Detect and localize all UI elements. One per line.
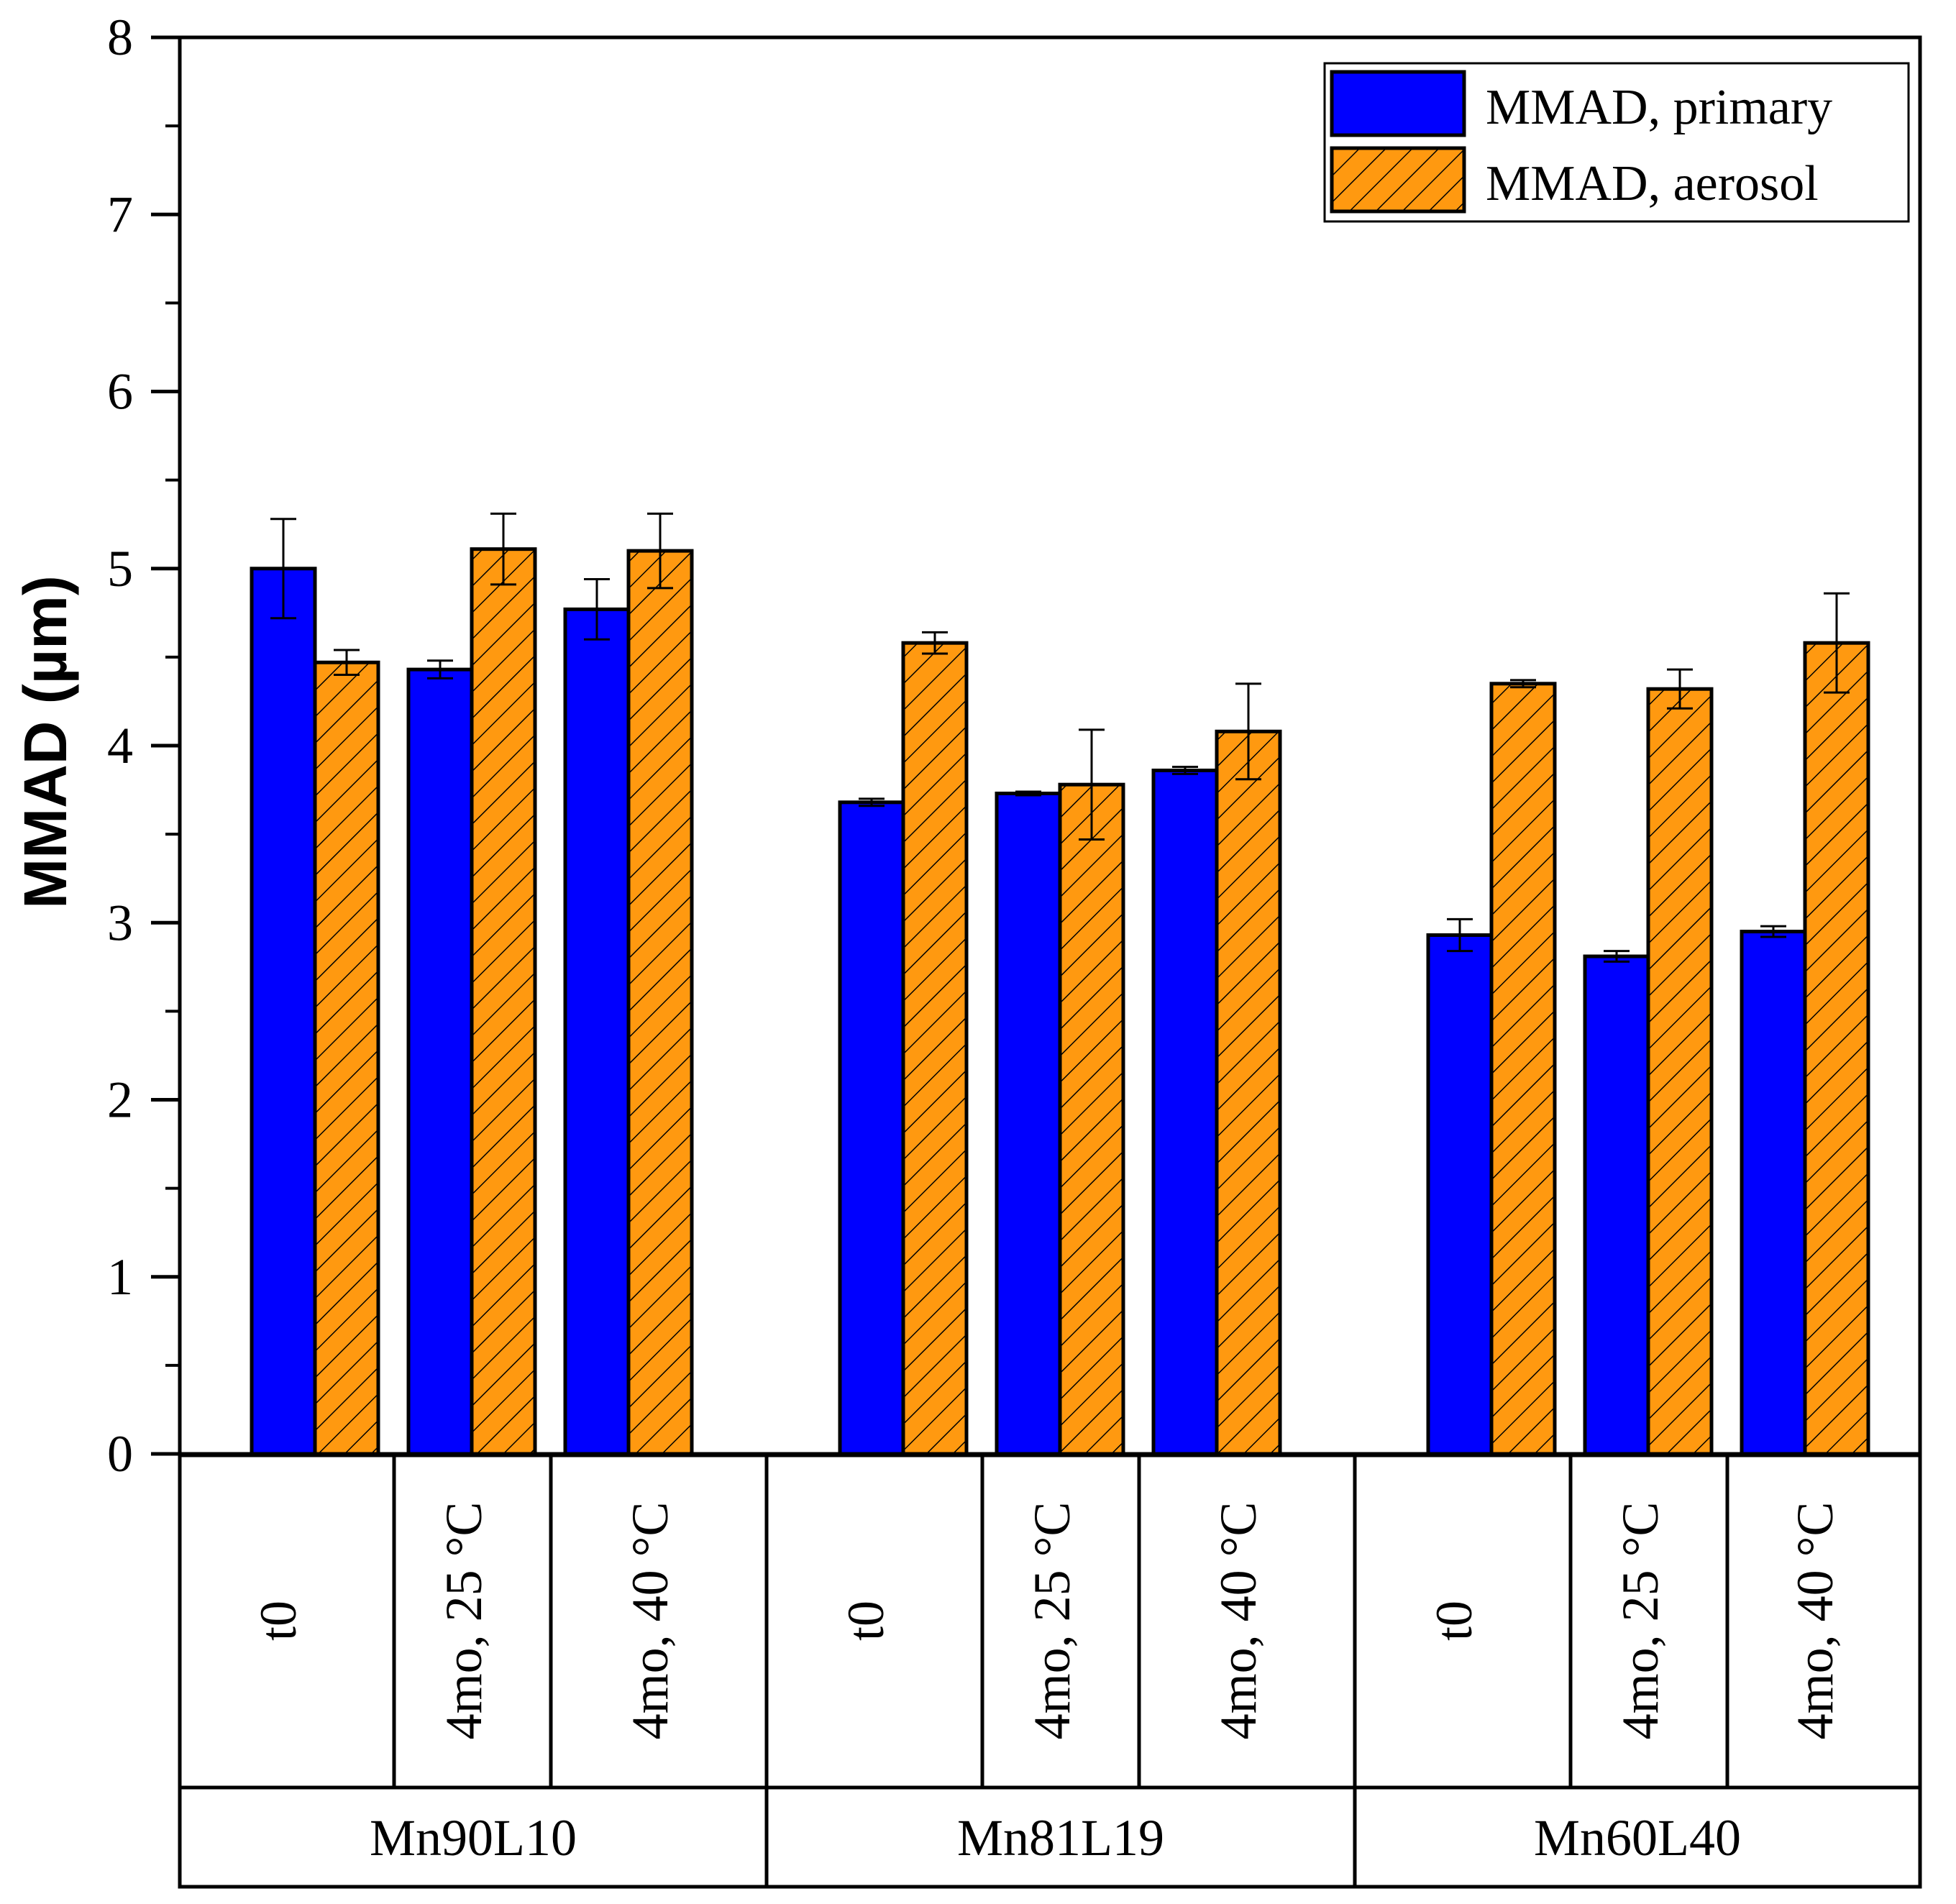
bar-aerosol-Mn81L19-0 — [901, 641, 969, 1456]
y-tick-label-3: 3 — [107, 894, 133, 951]
legend: MMAD, primary MMAD, aerosol — [1323, 62, 1910, 223]
bar-primary-Mn90L10-1 — [406, 667, 474, 1456]
group-label-Mn60L40: Mn60L40 — [1534, 1809, 1741, 1867]
group-label-Mn90L10: Mn90L10 — [370, 1809, 577, 1867]
bar-aerosol-Mn60L40-2 — [1803, 641, 1870, 1456]
y-tick-label-2: 2 — [107, 1071, 133, 1129]
bar-aerosol-Mn90L10-2 — [626, 549, 694, 1456]
bar-primary-Mn90L10-2 — [563, 607, 631, 1456]
y-tick-label-6: 6 — [107, 363, 133, 421]
bar-aerosol-Mn90L10-1 — [470, 547, 537, 1456]
condition-label-Mn60L40-2: 4mo, 40 °C — [1786, 1502, 1844, 1740]
bar-aerosol-Mn60L40-1 — [1646, 687, 1714, 1456]
category-table: t0 4mo, 25 °C 4mo, 40 °C Mn90L10 t0 4mo, 25 °… — [178, 1452, 1922, 1889]
bar-primary-Mn90L10-0 — [250, 567, 317, 1456]
legend-label-primary: MMAD, primary — [1486, 80, 1832, 135]
bar-aerosol-Mn90L10-0 — [313, 660, 380, 1456]
bar-aerosol-Mn81L19-2 — [1215, 729, 1282, 1456]
group-label-Mn81L19: Mn81L19 — [957, 1809, 1164, 1867]
bars-layer — [250, 512, 1870, 1456]
bar-primary-Mn60L40-2 — [1740, 930, 1807, 1456]
legend-swatch-primary — [1330, 70, 1466, 137]
y-tick-label-1: 1 — [107, 1248, 133, 1306]
bar-aerosol-Mn81L19-1 — [1058, 782, 1125, 1456]
condition-label-Mn90L10-1: 4mo, 25 °C — [435, 1502, 493, 1740]
bar-primary-Mn60L40-1 — [1583, 954, 1650, 1456]
y-tick-label-0: 0 — [107, 1425, 133, 1483]
condition-label-Mn90L10-2: 4mo, 40 °C — [621, 1502, 679, 1740]
y-tick-label-7: 7 — [107, 186, 133, 243]
y-axis-title: MMAD (µm) — [12, 575, 79, 909]
condition-label-Mn81L19-0: t0 — [837, 1601, 895, 1641]
bar-primary-Mn60L40-0 — [1426, 933, 1494, 1456]
condition-label-Mn60L40-1: 4mo, 25 °C — [1612, 1502, 1669, 1740]
condition-label-Mn81L19-2: 4mo, 40 °C — [1210, 1502, 1267, 1740]
condition-label-Mn60L40-0: t0 — [1425, 1601, 1483, 1641]
bar-primary-Mn81L19-2 — [1151, 768, 1219, 1456]
legend-label-aerosol: MMAD, aerosol — [1486, 156, 1819, 211]
y-tick-label-4: 4 — [107, 717, 133, 774]
y-tick-label-5: 5 — [107, 540, 133, 598]
bar-primary-Mn81L19-0 — [838, 800, 905, 1456]
y-tick-label-8: 8 — [107, 9, 133, 66]
condition-label-Mn90L10-0: t0 — [250, 1601, 307, 1641]
plot-frame — [178, 35, 1922, 1457]
bar-aerosol-Mn60L40-0 — [1489, 682, 1557, 1456]
condition-label-Mn81L19-1: 4mo, 25 °C — [1023, 1502, 1081, 1740]
legend-swatch-aerosol — [1330, 146, 1466, 214]
bar-primary-Mn81L19-1 — [995, 791, 1062, 1456]
